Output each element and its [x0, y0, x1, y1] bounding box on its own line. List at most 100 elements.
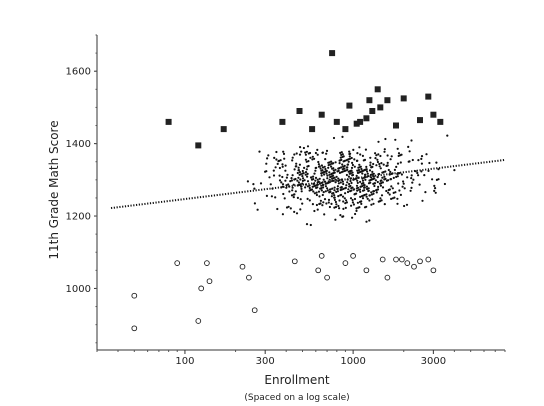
dot-point [399, 193, 402, 196]
dot-point [306, 165, 309, 168]
dot-point [412, 178, 415, 181]
dot-point [348, 182, 351, 186]
dot-point [280, 181, 283, 184]
dot-point [293, 168, 296, 171]
dot-point [337, 195, 340, 198]
dot-point [374, 179, 377, 182]
dot-point [356, 179, 359, 182]
dot-point [331, 177, 334, 180]
dot-point [372, 190, 375, 193]
square-point [296, 108, 303, 114]
dot-point [385, 189, 388, 193]
dot-point [343, 197, 346, 200]
dot-point [368, 219, 371, 222]
dot-point [343, 167, 346, 170]
square-point [363, 115, 370, 122]
dot-point [355, 177, 358, 180]
dot-point [276, 162, 279, 165]
dot-point [390, 172, 393, 175]
dot-point [353, 193, 356, 196]
dot-point [305, 150, 308, 153]
dot-point [325, 152, 328, 155]
dot-point [333, 194, 336, 197]
dot-point [290, 194, 294, 197]
dot-point [389, 170, 392, 173]
dot-point [366, 187, 369, 190]
dot-point [295, 152, 298, 155]
dot-point [296, 179, 299, 182]
dot-point [328, 171, 331, 174]
dot-point [383, 148, 386, 151]
dot-point [353, 165, 356, 168]
y-tick-label: 1600 [66, 67, 91, 78]
dot-point [306, 197, 309, 200]
dot-point [376, 158, 379, 161]
dot-point [359, 190, 362, 193]
dot-point [360, 202, 363, 205]
dot-point [336, 170, 339, 173]
dot-point [420, 155, 424, 158]
dot-point [403, 204, 406, 208]
dot-point [342, 160, 345, 163]
dot-point [378, 182, 382, 185]
dot-point [305, 223, 309, 226]
dot-point [333, 186, 336, 189]
dot-point [264, 170, 267, 173]
dot-point [295, 162, 298, 165]
dot-point [397, 182, 400, 185]
dot-point [302, 177, 305, 180]
dot-point [304, 183, 308, 186]
dot-point [301, 172, 304, 175]
dot-point [355, 184, 359, 187]
dot-point [259, 182, 263, 185]
dot-point [361, 189, 365, 192]
dot-point [334, 181, 337, 184]
dot-point [328, 178, 331, 181]
circle-point [246, 274, 252, 281]
dot-point [291, 186, 294, 189]
dot-point [316, 178, 319, 181]
dot-point [320, 169, 323, 172]
dot-point [453, 169, 456, 172]
dot-point [372, 175, 375, 178]
dot-point [317, 190, 321, 193]
dot-point [381, 181, 384, 184]
dot-point [396, 202, 399, 205]
dot-point [286, 173, 289, 176]
dot-point [345, 201, 348, 204]
dot-point [372, 162, 375, 166]
dot-point [346, 181, 349, 184]
dot-point [292, 193, 295, 196]
dot-point [424, 191, 427, 194]
dot-point [341, 195, 345, 198]
circle-point [417, 258, 423, 265]
dot-point [359, 195, 362, 198]
dot-point [272, 169, 275, 172]
dot-point [343, 169, 346, 173]
dot-point [283, 157, 286, 160]
dot-point [363, 206, 367, 209]
dot-point [324, 185, 327, 188]
x-axis-note: (Spaced on a log scale) [244, 393, 349, 403]
dot-point [326, 187, 329, 190]
dot-point [351, 174, 354, 177]
dot-point [301, 179, 304, 182]
dot-point [321, 151, 324, 154]
dot-point [298, 183, 301, 186]
circle-point [393, 256, 399, 263]
dot-point [298, 173, 301, 176]
circle-point [399, 256, 405, 263]
dot-point [366, 197, 369, 200]
dot-point [361, 182, 364, 185]
dot-point [372, 182, 375, 185]
dot-point [322, 201, 325, 204]
dot-point [320, 164, 323, 167]
dot-point [399, 154, 402, 157]
dot-point [311, 158, 314, 161]
dot-point [367, 189, 370, 192]
circle-point [315, 267, 322, 274]
dot-point [364, 148, 367, 151]
dot-point [433, 189, 436, 192]
dot-point [317, 180, 320, 184]
dot-point [319, 167, 322, 170]
